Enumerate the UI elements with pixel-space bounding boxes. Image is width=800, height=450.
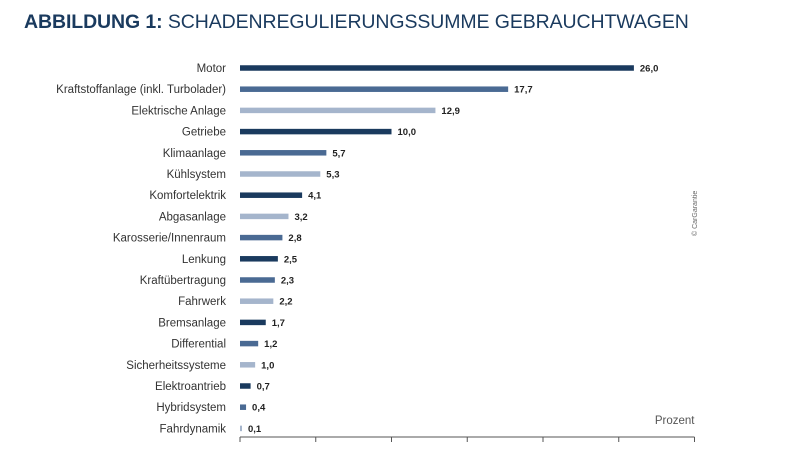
value-label: 12,9 — [441, 106, 460, 117]
value-label: 3,2 — [294, 212, 307, 223]
category-label: Hybridsystem — [156, 402, 226, 414]
category-label: Karosserie/Innenraum — [113, 233, 226, 245]
category-label: Fahrwerk — [178, 296, 226, 308]
category-label: Elektroantrieb — [155, 381, 226, 393]
value-label: 17,7 — [514, 85, 533, 96]
category-label: Kraftstoffanlage (inkl. Turbolader) — [56, 84, 226, 96]
bar-18 — [240, 425, 242, 432]
bar-11 — [240, 277, 275, 283]
value-label: 1,0 — [261, 360, 274, 371]
x-axis-unit-label: Prozent — [655, 415, 695, 427]
category-label: Lenkung — [182, 254, 226, 266]
bar-5 — [240, 150, 327, 156]
value-label: 2,2 — [279, 297, 292, 308]
bar-12 — [240, 298, 274, 304]
value-label: 1,2 — [264, 339, 277, 350]
value-label: 5,3 — [326, 170, 339, 181]
category-label: Getriebe — [182, 127, 226, 139]
value-label: 2,8 — [288, 233, 301, 244]
bar-15 — [240, 362, 256, 368]
category-label: Elektrische Anlage — [131, 105, 226, 117]
bar-2 — [240, 86, 509, 92]
category-label: Bremsanlage — [158, 317, 226, 329]
bar-10 — [240, 256, 278, 262]
value-label: 1,7 — [272, 318, 285, 329]
value-label: 0,1 — [248, 424, 262, 435]
value-label: 0,7 — [257, 382, 270, 393]
category-label: Kraftübertragung — [140, 275, 226, 287]
chart-title-lead: ABBILDUNG 1: — [24, 11, 163, 33]
category-label: Motor — [197, 63, 227, 75]
value-label: 2,5 — [284, 254, 298, 265]
value-label: 2,3 — [281, 276, 294, 287]
category-label: Fahrdynamik — [160, 423, 227, 435]
category-label: Abgasanlage — [159, 211, 226, 223]
category-label: Kühlsystem — [167, 169, 226, 181]
bar-1 — [240, 65, 634, 71]
category-label: Klimaanlage — [163, 148, 226, 160]
category-label: Differential — [171, 339, 226, 351]
chart-title-text: SCHADENREGULIERUNGSSUMME GEBRAUCHTWAGEN — [167, 11, 689, 33]
bar-7 — [240, 192, 303, 198]
value-label: 4,1 — [308, 191, 322, 202]
bar-9 — [240, 234, 283, 241]
bar-13 — [240, 319, 266, 326]
bar-8 — [240, 213, 289, 220]
bar-16 — [240, 383, 251, 389]
bar-3 — [240, 107, 436, 114]
bar-6 — [240, 171, 321, 177]
bar-4 — [240, 128, 392, 135]
category-label: Komfortelektrik — [149, 190, 226, 202]
chart-title: ABBILDUNG 1: SCHADENREGULIERUNGSSUMME GE… — [24, 11, 689, 34]
value-label: 10,0 — [398, 127, 417, 138]
value-label: 0,4 — [252, 403, 266, 414]
value-label: 5,7 — [332, 148, 345, 159]
value-label: 26,0 — [640, 64, 659, 75]
bar-17 — [240, 404, 247, 410]
copyright-credit: © CarGarantie — [692, 190, 699, 236]
category-label: Sicherheitssysteme — [126, 360, 226, 372]
bar-14 — [240, 340, 259, 347]
